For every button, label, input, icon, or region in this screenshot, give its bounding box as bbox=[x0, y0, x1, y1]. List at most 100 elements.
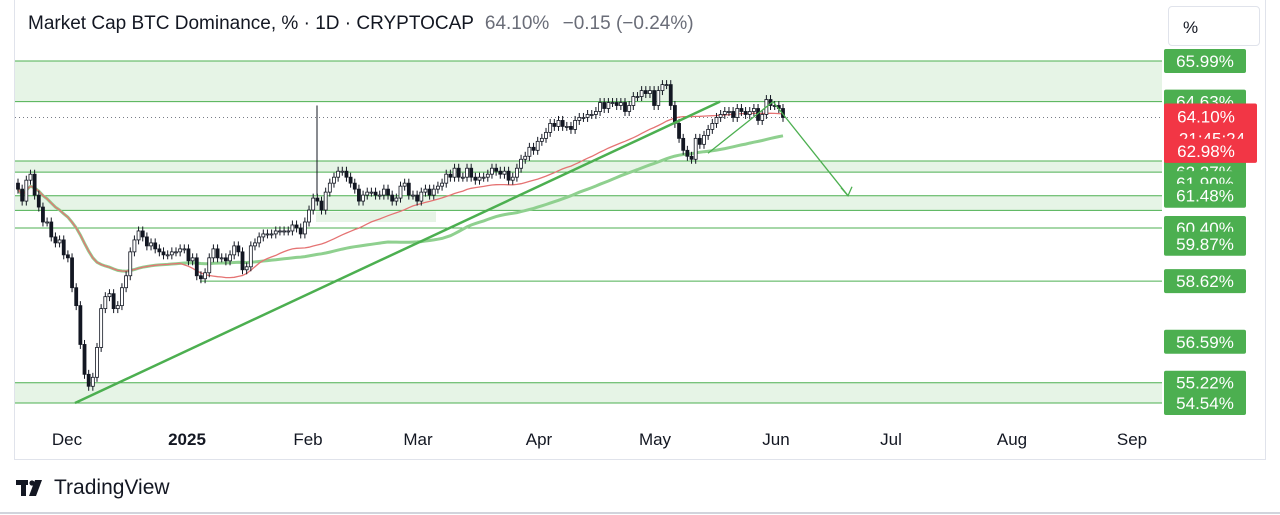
candle-body bbox=[302, 221, 307, 235]
candle-body bbox=[144, 236, 149, 247]
price-level-badge bbox=[1164, 231, 1246, 256]
candle-body bbox=[128, 251, 133, 277]
candle-body bbox=[581, 117, 586, 119]
x-axis-tick-label: Apr bbox=[526, 430, 553, 449]
candle-body bbox=[65, 254, 70, 259]
candle-body bbox=[652, 90, 657, 106]
candle-body bbox=[207, 257, 212, 274]
candle-body bbox=[760, 114, 765, 121]
candle-body bbox=[90, 376, 95, 387]
candle-body bbox=[485, 173, 490, 178]
candle-body bbox=[36, 194, 41, 208]
price-level-label: 62.98% bbox=[1177, 142, 1235, 161]
candle-body bbox=[74, 287, 79, 307]
candle-body bbox=[722, 111, 727, 115]
candle-body bbox=[178, 248, 183, 253]
candle-body bbox=[194, 257, 199, 277]
candle-body bbox=[469, 167, 474, 178]
candle-body bbox=[190, 257, 195, 262]
candle-body bbox=[165, 254, 170, 257]
candle-body bbox=[735, 108, 740, 118]
candle-body bbox=[531, 146, 536, 151]
candle-body bbox=[340, 170, 345, 173]
candle-body bbox=[298, 227, 303, 235]
bottom-divider bbox=[0, 512, 1280, 514]
candle-body bbox=[664, 84, 669, 86]
price-level-label: 56.59% bbox=[1176, 333, 1234, 352]
candle-body bbox=[402, 182, 407, 187]
candle-body bbox=[502, 170, 507, 175]
candle-body bbox=[45, 221, 50, 224]
candle-body bbox=[431, 188, 436, 196]
price-level-label: 65.99% bbox=[1176, 52, 1234, 71]
candle-body bbox=[394, 197, 399, 202]
candle-body bbox=[648, 90, 652, 94]
candle-body bbox=[743, 111, 748, 115]
support-zone bbox=[15, 195, 1162, 211]
projection-arrow[interactable] bbox=[772, 101, 849, 197]
rising-wedge-line[interactable] bbox=[707, 101, 774, 154]
candle-body bbox=[82, 344, 87, 375]
price-level-badge bbox=[1164, 138, 1257, 163]
candle-body bbox=[673, 105, 677, 124]
x-axis-tick-label: Sep bbox=[1117, 430, 1147, 449]
candle-body bbox=[714, 117, 719, 124]
candle-body bbox=[236, 245, 241, 253]
candle-body bbox=[290, 224, 295, 232]
uptrend-line[interactable] bbox=[74, 100, 721, 405]
price-level-badge bbox=[1164, 370, 1246, 395]
candle-body bbox=[689, 155, 694, 160]
candle-body bbox=[377, 194, 382, 197]
candle-body bbox=[28, 173, 33, 181]
candle-body bbox=[411, 194, 415, 197]
candle-body bbox=[419, 191, 424, 202]
candle-body bbox=[585, 114, 590, 118]
tradingview-logo-icon bbox=[16, 480, 42, 496]
candle-body bbox=[677, 123, 681, 139]
candle-body bbox=[265, 233, 270, 236]
candle-body bbox=[369, 191, 374, 194]
candle-body bbox=[199, 275, 203, 280]
candle-body bbox=[273, 230, 278, 235]
candle-body bbox=[124, 275, 128, 289]
candle-body bbox=[639, 90, 644, 97]
candle-body bbox=[527, 146, 532, 157]
price-chart[interactable]: 65.99%64.63%62.98%62.27%61.90%61.48%60.4… bbox=[0, 0, 1280, 470]
arrow-head bbox=[840, 186, 853, 197]
candle-body bbox=[136, 230, 141, 241]
candle-body bbox=[444, 173, 449, 184]
candle-body bbox=[415, 194, 420, 202]
x-axis-tick-label: May bbox=[639, 430, 672, 449]
footer-brand[interactable]: TradingView bbox=[16, 476, 170, 500]
candle-body bbox=[157, 248, 162, 253]
candle-body bbox=[95, 347, 99, 378]
candle-body bbox=[20, 188, 25, 202]
support-zone bbox=[15, 382, 1162, 403]
candle-body bbox=[282, 230, 286, 233]
candle-body bbox=[49, 221, 54, 238]
candle-body bbox=[344, 170, 349, 178]
candle-body bbox=[560, 120, 565, 127]
x-axis-tick-label: 2025 bbox=[168, 430, 206, 449]
candle-body bbox=[623, 102, 627, 112]
price-level-label: 55.22% bbox=[1176, 374, 1234, 393]
candle-body bbox=[365, 191, 370, 196]
candle-body bbox=[544, 131, 548, 139]
candle-body bbox=[515, 167, 519, 178]
candle-body bbox=[161, 251, 166, 256]
candle-body bbox=[232, 245, 237, 256]
candle-body bbox=[186, 248, 191, 262]
support-zone bbox=[15, 161, 1162, 173]
candle-body bbox=[465, 167, 469, 178]
candle-body bbox=[228, 254, 232, 262]
symbol-title[interactable]: Market Cap BTC Dominance, % · 1D · CRYPT… bbox=[28, 13, 474, 34]
candle-body bbox=[552, 123, 557, 127]
candle-body bbox=[452, 167, 457, 178]
percent-scale-button[interactable]: % bbox=[1168, 6, 1260, 46]
candle-body bbox=[727, 111, 731, 113]
candle-body bbox=[473, 176, 478, 181]
candle-body bbox=[278, 230, 282, 233]
candle-body bbox=[739, 108, 744, 112]
candle-body bbox=[307, 209, 311, 223]
candle-body bbox=[618, 102, 623, 106]
